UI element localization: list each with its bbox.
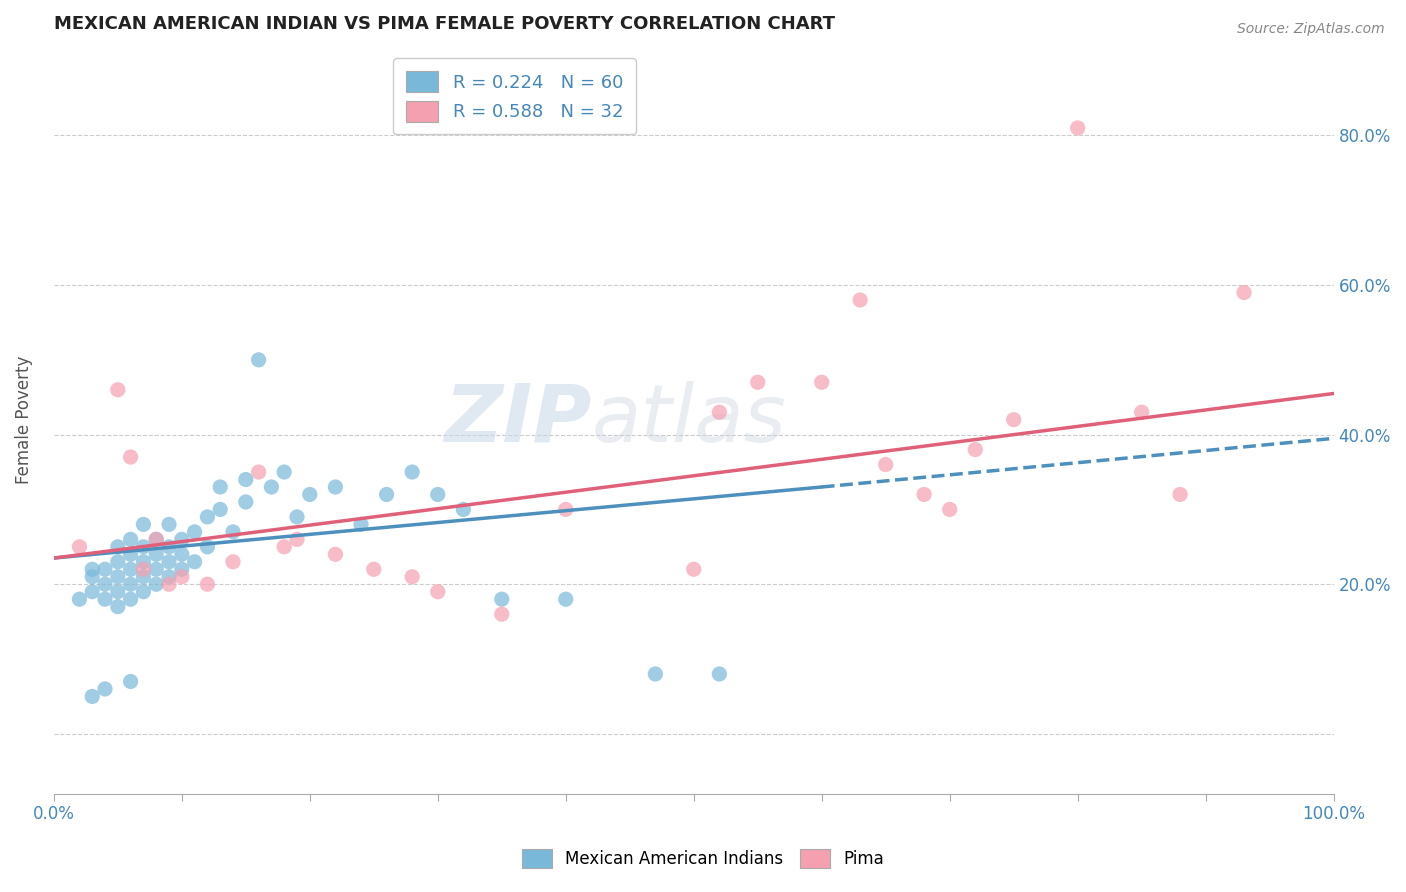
Point <box>120 450 142 464</box>
Point <box>197 577 219 591</box>
Point <box>120 577 142 591</box>
Point <box>132 562 155 576</box>
Point <box>273 540 295 554</box>
Point <box>107 584 129 599</box>
Point <box>965 442 987 457</box>
Point <box>235 495 257 509</box>
Point <box>120 562 142 576</box>
Point <box>554 592 576 607</box>
Point <box>67 540 90 554</box>
Point <box>157 570 180 584</box>
Point <box>82 562 104 576</box>
Point <box>183 524 205 539</box>
Point <box>491 592 513 607</box>
Point <box>94 681 117 696</box>
Text: Source: ZipAtlas.com: Source: ZipAtlas.com <box>1237 22 1385 37</box>
Point <box>94 562 117 576</box>
Point <box>747 376 769 390</box>
Point <box>67 592 90 607</box>
Point <box>209 502 232 516</box>
Point <box>170 570 193 584</box>
Point <box>247 465 270 479</box>
Point <box>107 540 129 554</box>
Point <box>120 547 142 561</box>
Point <box>849 293 872 307</box>
Point <box>197 509 219 524</box>
Point <box>1002 412 1025 426</box>
Point <box>222 524 245 539</box>
Point <box>325 547 347 561</box>
Point <box>363 562 385 576</box>
Point <box>554 502 576 516</box>
Point <box>120 533 142 547</box>
Point <box>120 674 142 689</box>
Point <box>875 458 897 472</box>
Point <box>810 376 832 390</box>
Text: atlas: atlas <box>592 381 786 458</box>
Point <box>107 599 129 614</box>
Point <box>426 584 449 599</box>
Point <box>157 517 180 532</box>
Point <box>375 487 398 501</box>
Point <box>145 547 167 561</box>
Point <box>1066 120 1088 135</box>
Point <box>157 555 180 569</box>
Point <box>709 667 731 681</box>
Point <box>197 540 219 554</box>
Point <box>145 533 167 547</box>
Point <box>401 570 423 584</box>
Point <box>157 577 180 591</box>
Point <box>235 473 257 487</box>
Point <box>170 533 193 547</box>
Point <box>157 540 180 554</box>
Point <box>298 487 321 501</box>
Point <box>132 540 155 554</box>
Point <box>209 480 232 494</box>
Point <box>145 562 167 576</box>
Point <box>132 555 155 569</box>
Point <box>145 577 167 591</box>
Point <box>82 570 104 584</box>
Point <box>94 592 117 607</box>
Point <box>912 487 935 501</box>
Point <box>350 517 373 532</box>
Legend: Mexican American Indians, Pima: Mexican American Indians, Pima <box>515 842 891 875</box>
Point <box>285 509 308 524</box>
Legend: R = 0.224   N = 60, R = 0.588   N = 32: R = 0.224 N = 60, R = 0.588 N = 32 <box>394 59 636 135</box>
Point <box>183 555 205 569</box>
Point <box>1168 487 1191 501</box>
Point <box>170 562 193 576</box>
Text: ZIP: ZIP <box>444 381 592 458</box>
Point <box>94 577 117 591</box>
Point <box>107 383 129 397</box>
Point <box>145 533 167 547</box>
Point <box>325 480 347 494</box>
Y-axis label: Female Poverty: Female Poverty <box>15 356 32 483</box>
Point <box>132 517 155 532</box>
Point <box>682 562 704 576</box>
Point <box>1130 405 1153 419</box>
Point <box>401 465 423 479</box>
Point <box>273 465 295 479</box>
Point <box>260 480 283 494</box>
Point <box>222 555 245 569</box>
Text: MEXICAN AMERICAN INDIAN VS PIMA FEMALE POVERTY CORRELATION CHART: MEXICAN AMERICAN INDIAN VS PIMA FEMALE P… <box>53 15 835 33</box>
Point <box>453 502 475 516</box>
Point <box>247 352 270 367</box>
Point <box>132 570 155 584</box>
Point <box>107 555 129 569</box>
Point <box>82 584 104 599</box>
Point <box>285 533 308 547</box>
Point <box>170 547 193 561</box>
Point <box>644 667 666 681</box>
Point <box>132 584 155 599</box>
Point <box>426 487 449 501</box>
Point <box>938 502 960 516</box>
Point <box>120 592 142 607</box>
Point <box>491 607 513 622</box>
Point <box>107 570 129 584</box>
Point <box>709 405 731 419</box>
Point <box>1233 285 1256 300</box>
Point <box>82 690 104 704</box>
